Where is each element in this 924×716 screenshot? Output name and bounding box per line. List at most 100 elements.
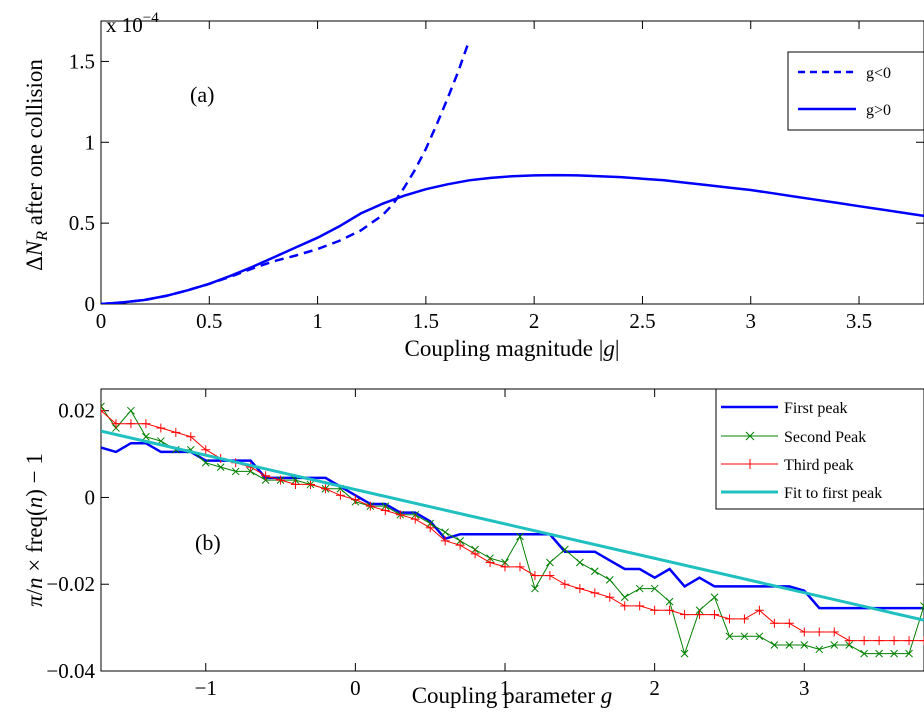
panel-b-series-second-peak-point: [231, 467, 240, 476]
panel-a-x-tick-label: 1: [312, 309, 323, 333]
panel-b-label: (b): [195, 530, 221, 555]
panel-a-series: [101, 39, 924, 304]
panel-a-x-label: Coupling magnitude |g|: [405, 336, 620, 361]
panel-b-series-third-peak-point: [680, 610, 690, 620]
panel-b-series-third-peak-point: [575, 584, 585, 594]
panel-b-series-third-peak-point: [186, 432, 196, 442]
panel-b-series-second-peak-point: [101, 402, 105, 411]
panel-b-series-second-peak-point: [605, 576, 614, 584]
panel-b-chart: −1 0 1 2 3 0.02 0 −0.02 −0.04 (b) Coupling para…: [22, 388, 924, 708]
panel-a-x-tick-label: 0: [96, 309, 107, 333]
panel-b-series-third-peak-point: [201, 445, 211, 455]
panel-b-series-second-peak-point: [620, 593, 629, 602]
panel-a-x-tick-label: 3.5: [846, 309, 872, 333]
panel-b-series-second-peak-point: [575, 558, 584, 567]
panel-b-series-third-peak-point: [500, 562, 510, 572]
panel-b-series-second-peak-point: [755, 632, 764, 641]
panel-b-series-third-peak-point: [874, 636, 884, 646]
panel-a-chart: 0 0.5 1 1.5 2 2.5 3 3.5 0 0.5 1 1.5 x 10−4 (a) Cou…: [22, 10, 924, 361]
panel-b-series-second-peak-point: [815, 645, 824, 654]
panel-b-series-second-peak-point: [635, 584, 644, 593]
panel-a-legend-box: [787, 51, 924, 131]
panel-b-series-second-peak-point: [770, 641, 779, 649]
panel-b-series-third-peak-point: [545, 571, 555, 581]
panel-b-series-third-peak-point: [919, 636, 924, 646]
panel-b-series-third-peak-point: [814, 627, 824, 637]
panel-b-series-third-peak-point: [665, 605, 675, 615]
legend-label-fit: Fit to first peak: [784, 485, 882, 502]
panel-a-x-tick-label: 1.5: [413, 309, 439, 333]
panel-b-series-second-peak-point: [890, 649, 898, 658]
panel-b-x-tick-label: 2: [649, 676, 660, 700]
panel-b-x-tick-label: −1: [195, 676, 217, 700]
panel-a-y-exponent: x 10−4: [106, 10, 159, 37]
panel-b-series-third-peak-point: [335, 490, 345, 500]
legend-label-second-peak: Second Peak: [784, 429, 866, 446]
panel-b-series-third-peak-point: [111, 419, 121, 429]
legend-marker-second-peak: [745, 431, 755, 441]
panel-b-series-third-peak-point: [305, 479, 315, 489]
panel-a-series-g-0-line: [101, 173, 924, 304]
panel-b-series-second-peak-point: [127, 406, 135, 415]
panel-a-x-tick-label: 3: [745, 309, 756, 333]
legend-label-g-pos: g>0: [866, 102, 891, 119]
panel-a-x-tick-label: 2: [529, 309, 540, 333]
panel-b-legend-box: [715, 388, 924, 510]
panel-b-series-third-peak-point: [560, 579, 570, 589]
panel-b-series-third-peak-point: [156, 423, 166, 433]
panel-a-x-ticks: 0 0.5 1 1.5 2 2.5 3 3.5: [96, 21, 872, 333]
panel-b-series-third-peak-point: [515, 562, 525, 572]
panel-b-series-third-peak-point: [126, 419, 136, 429]
panel-b-y-label: π/n × freq(n) − 1: [22, 453, 47, 607]
panel-b-series-second-peak-point: [800, 641, 809, 649]
panel-b-series-second-peak-point: [546, 558, 554, 567]
panel-b-series-second-peak-line: [101, 406, 924, 656]
panel-a-y-ticks: 0 0.5 1 1.5: [69, 49, 924, 316]
panel-a-y-tick-label: 0: [85, 292, 96, 316]
panel-b-series-third-peak-point: [754, 605, 764, 615]
legend-label-first-peak: First peak: [784, 400, 848, 417]
panel-a-x-tick-label: 0.5: [196, 309, 222, 333]
panel-b-series-third-peak-point: [889, 636, 899, 646]
panel-b-x-tick-label: 1: [500, 676, 511, 700]
panel-a-y-tick-label: 0.5: [69, 211, 95, 235]
panel-b-series-second-peak-point: [740, 632, 749, 641]
panel-b-series-second-peak-point: [142, 432, 150, 441]
panel-b-series-second-peak-point: [680, 649, 689, 658]
panel-b-series: [101, 402, 924, 658]
panel-b-series-third-peak-point: [141, 419, 151, 429]
legend-marker-third-peak: [745, 459, 755, 469]
panel-b-y-ticks: 0.02 0 −0.02 −0.04: [46, 399, 924, 683]
panel-b-series-second-peak-point: [830, 641, 839, 649]
panel-b-series-third-peak-point: [904, 636, 914, 646]
panel-b-x-ticks: −1 0 1 2 3: [195, 389, 810, 700]
panel-b-series-third-peak-point: [620, 601, 630, 611]
panel-b-series-second-peak-point: [531, 584, 539, 593]
panel-b-series-third-peak-point: [350, 495, 360, 505]
panel-a-plot-area: [101, 39, 924, 304]
panel-a-label: (a): [190, 82, 214, 107]
panel-b-series-second-peak-point: [216, 463, 225, 471]
panel-a-y-label: ΔNR after one collision: [22, 59, 51, 271]
panel-b-plot-area: [101, 402, 924, 658]
panel-b-series-second-peak-point: [650, 584, 659, 593]
panel-a-y-tick-label: 1: [85, 130, 96, 154]
panel-b-series-third-peak-point: [799, 627, 809, 637]
panel-b-series-third-peak-point: [784, 618, 794, 628]
panel-b-series-second-peak-point: [441, 528, 450, 537]
panel-a-legend: g<0 g>0: [787, 51, 924, 131]
panel-b-y-tick-label: −0.02: [46, 572, 95, 596]
panel-b-series-first-peak-line: [101, 441, 924, 610]
panel-b-series-third-peak-point: [710, 610, 720, 620]
legend-label-g-neg: g<0: [866, 65, 891, 82]
panel-b-series-third-peak-point: [739, 614, 749, 624]
panel-b-series-third-peak-point: [440, 536, 450, 546]
panel-b-series-third-peak-point: [724, 614, 734, 624]
panel-b-series-second-peak-point: [665, 597, 674, 606]
panel-b-series-third-peak-point: [380, 505, 390, 515]
panel-b-series-second-peak-point: [905, 649, 913, 658]
panel-b-series-second-peak-point: [201, 458, 210, 467]
panel-b-series-third-peak-point: [410, 514, 420, 524]
panel-b-series-second-peak-point: [785, 641, 794, 649]
